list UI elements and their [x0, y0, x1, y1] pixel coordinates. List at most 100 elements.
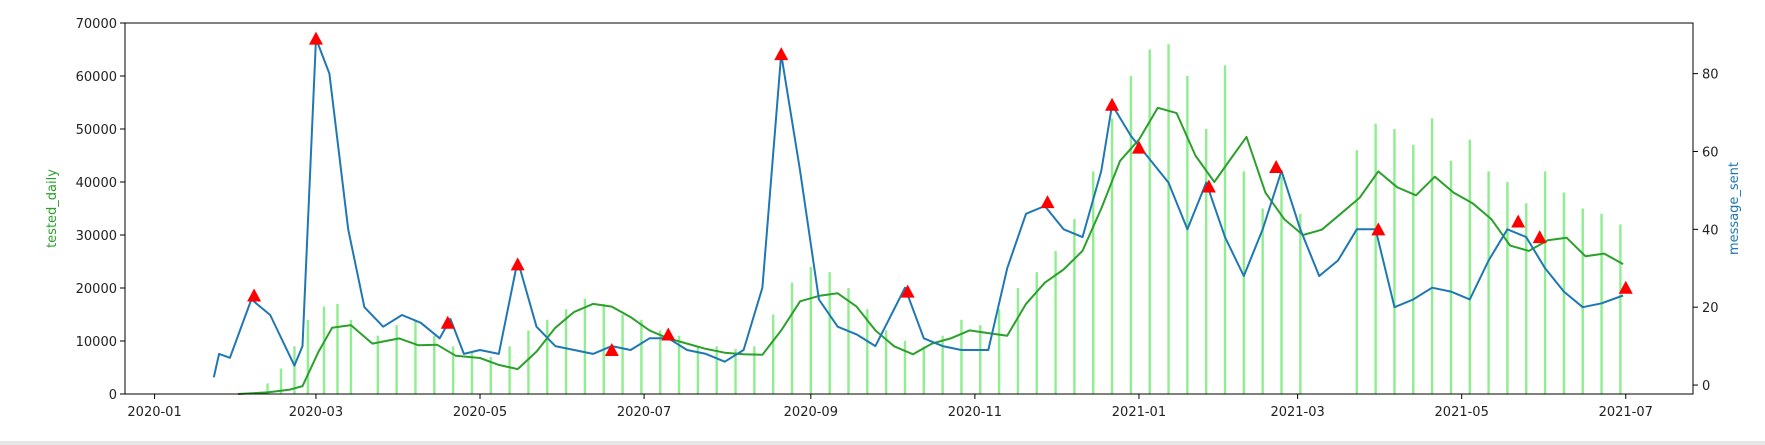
peak-marker: [661, 327, 676, 341]
tested-bar: [715, 346, 718, 394]
tested-bar: [1092, 171, 1095, 394]
tested-bar: [847, 288, 850, 394]
x-tick-label: 2021-01: [1112, 405, 1166, 420]
peak-marker: [440, 315, 455, 329]
tested-bar: [1242, 171, 1246, 394]
tested-bar: [1506, 182, 1509, 394]
x-tick-label: 2021-07: [1599, 405, 1653, 420]
message_sent-line: [212, 37, 1624, 378]
tested-bar: [1129, 76, 1133, 394]
tested-bar: [336, 303, 339, 394]
tested-bar: [1581, 208, 1584, 394]
markers-layer: [247, 31, 1633, 357]
tested-bar: [489, 356, 492, 394]
tested-bar: [433, 335, 436, 394]
x-tick-label: 2020-01: [127, 405, 181, 420]
tested-bar: [414, 319, 417, 394]
x-tick-label: 2020-11: [948, 405, 1002, 420]
tested-bar: [1204, 129, 1208, 394]
peak-marker: [510, 257, 525, 271]
tested-bar: [1393, 129, 1396, 394]
tested-bar: [1167, 44, 1170, 394]
tested-bar: [1355, 150, 1359, 394]
tested-bar: [546, 319, 549, 394]
tested-bar: [809, 266, 813, 394]
tested-bar: [1374, 123, 1377, 394]
tested-bar: [1412, 144, 1415, 394]
peak-marker: [604, 343, 619, 357]
x-tick-label: 2020-05: [453, 405, 507, 420]
right-y-axis: 0 20 40 60 80: [1693, 68, 1719, 394]
tested-bar: [583, 298, 587, 394]
tested-bar: [1110, 118, 1114, 395]
tested-bar: [1562, 192, 1566, 394]
left-axis-title: tested_daily: [45, 169, 60, 248]
tested-bar: [451, 346, 455, 394]
left-y-axis: 0 10000 20000 30000 40000 50000 60000 70000: [76, 17, 125, 403]
tested-bar: [1299, 213, 1302, 394]
peak-marker: [900, 284, 915, 298]
tested-bar: [790, 282, 794, 394]
tested-bar: [322, 306, 326, 394]
tested-bar: [960, 319, 963, 394]
peak-marker: [247, 288, 262, 302]
tested-bar: [753, 346, 756, 394]
x-tick-label: 2020-07: [617, 405, 671, 420]
peak-marker: [1131, 140, 1146, 154]
left-tick-label: 50000: [76, 123, 117, 138]
tested-bar: [979, 325, 982, 394]
tested-bar: [1261, 208, 1264, 394]
tested-bar: [564, 309, 568, 394]
window-bottom-edge: [0, 441, 1765, 445]
tested-bar: [903, 341, 907, 394]
tested-bar: [279, 368, 283, 394]
tested-bar: [1016, 288, 1020, 394]
right-axis-title: message_sent: [1727, 162, 1742, 255]
tested-bar: [828, 272, 831, 394]
peak-marker: [1040, 195, 1055, 209]
tested-bar: [395, 325, 398, 394]
lines-layer: [212, 37, 1624, 395]
right-tick-label: 60: [1702, 145, 1719, 160]
tested-bar: [621, 314, 624, 394]
tested-bar: [376, 335, 380, 394]
x-tick-label: 2021-03: [1270, 405, 1324, 420]
tested-bar: [1280, 176, 1283, 394]
plot-frame: [124, 22, 1694, 395]
peak-marker: [308, 31, 323, 45]
left-tick-label: 40000: [76, 176, 117, 191]
peak-marker: [1269, 160, 1284, 174]
tested-bar: [884, 330, 888, 394]
x-tick-label: 2020-03: [289, 405, 343, 420]
tested-bar: [1449, 160, 1453, 394]
left-tick-label: 60000: [76, 70, 117, 85]
tested-bar: [696, 346, 700, 394]
tested-bar: [1430, 118, 1434, 395]
tested-bar: [508, 346, 511, 394]
tested-bar: [771, 314, 775, 394]
tested-bar: [1525, 203, 1528, 394]
tested-bar: [640, 319, 643, 394]
right-tick-label: 20: [1702, 301, 1719, 316]
tested-bar: [1468, 139, 1471, 394]
tested-bar: [1054, 250, 1057, 394]
left-tick-label: 30000: [76, 229, 117, 244]
tested_daily-line: [237, 106, 1624, 395]
tested-bar: [1073, 219, 1076, 394]
peak-marker: [774, 47, 789, 61]
peak-marker: [1532, 230, 1547, 244]
tested-bar: [349, 319, 353, 394]
x-tick-label: 2020-09: [784, 405, 838, 420]
tested-bar: [866, 309, 869, 394]
right-tick-label: 40: [1702, 223, 1719, 238]
tested-bar: [293, 346, 296, 394]
left-tick-label: 10000: [76, 335, 117, 350]
tested-bar: [306, 319, 310, 394]
tested-bar: [1148, 49, 1151, 394]
tested-bar: [266, 383, 269, 394]
tested-bar: [1035, 272, 1038, 394]
tested-bar: [997, 309, 1001, 394]
tested-bar: [527, 330, 530, 394]
tested-bar: [470, 351, 474, 394]
tested-bar: [922, 346, 926, 394]
